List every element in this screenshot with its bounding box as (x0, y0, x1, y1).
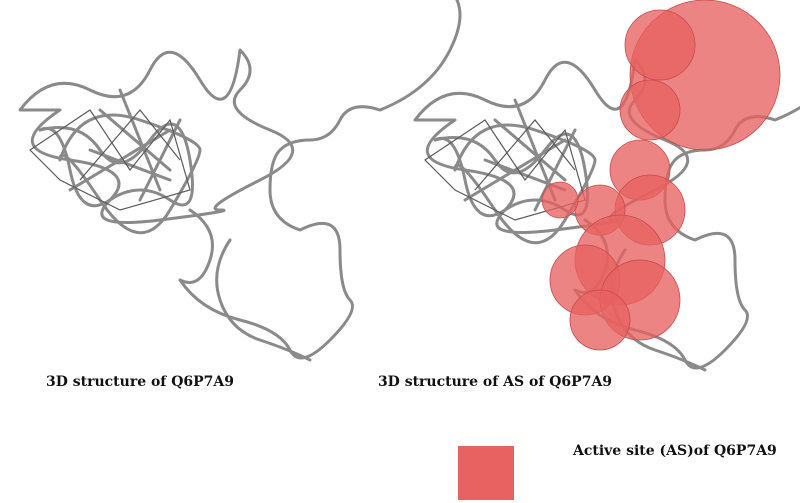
panel-caption: 3D structure of Q6P7A9 (46, 374, 234, 390)
legend-label: Active site (AS)of Q6P7A9 (572, 443, 777, 459)
active-site-volume (541, 0, 781, 351)
legend-swatch (458, 446, 514, 500)
protein-structure-with-active-site (413, 0, 800, 372)
panel-caption: 3D structure of AS of Q6P7A9 (378, 374, 612, 390)
protein-structure (18, 0, 462, 362)
